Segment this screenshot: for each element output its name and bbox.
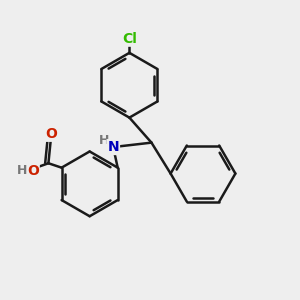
Text: N: N bbox=[107, 140, 119, 154]
Text: Cl: Cl bbox=[122, 32, 137, 46]
Text: O: O bbox=[45, 127, 57, 141]
Text: H: H bbox=[99, 134, 109, 147]
Text: H: H bbox=[16, 164, 27, 177]
Text: O: O bbox=[27, 164, 39, 178]
